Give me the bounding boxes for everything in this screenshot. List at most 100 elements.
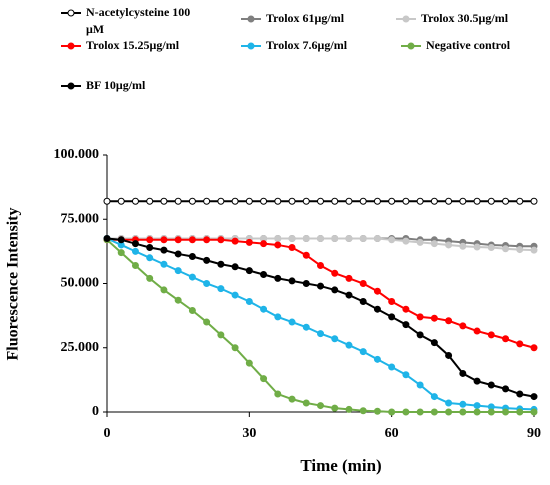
data-point [487,408,495,416]
data-point [288,318,296,326]
data-point [203,197,211,205]
data-point [302,197,310,205]
data-point [174,250,182,258]
data-point [430,339,438,347]
data-point [416,313,424,321]
data-point [502,335,510,343]
legend-label: Trolox 15.25μg/ml [86,38,180,52]
data-point [260,240,268,248]
data-point [530,197,538,205]
data-point [345,341,353,349]
data-point [231,237,239,245]
data-point [146,244,154,252]
data-point [502,408,510,416]
legend-marker [407,42,415,50]
legend-swatch [61,9,81,17]
data-point [388,297,396,305]
data-point [260,197,268,205]
data-point [274,313,282,321]
data-point [131,240,139,248]
data-point [131,262,139,270]
legend-swatch [401,42,421,50]
data-point [188,253,196,261]
x-tick-label: 90 [527,426,541,441]
data-point [302,280,310,287]
legend-swatch [241,15,261,23]
data-point [188,273,196,281]
data-point [473,243,481,251]
y-tick-label: 75.000 [61,211,100,226]
data-point [473,327,481,335]
data-point [516,390,524,398]
data-point [317,197,324,205]
legend-label: Trolox 30.5μg/ml [421,11,509,25]
data-point [359,348,367,356]
data-point [373,305,381,313]
legend-label: Trolox 7.6μg/ml [266,38,348,52]
data-point [445,197,453,205]
data-point [217,285,225,293]
data-point [359,407,367,415]
data-point [459,322,467,330]
data-point [373,407,381,415]
data-point [430,393,438,401]
data-point [117,236,125,244]
data-point [530,408,538,416]
data-point [416,408,424,416]
legend-marker [247,15,255,23]
data-point [160,236,168,244]
data-point [373,355,381,363]
data-point [188,306,196,314]
data-point [245,359,253,367]
data-point [473,402,481,410]
data-point [260,271,268,279]
data-point [345,291,353,299]
data-point [117,249,125,257]
data-point [203,280,211,287]
data-point [288,197,296,205]
x-tick-label: 0 [104,426,111,441]
data-point [416,331,424,339]
legend-label: Trolox 61μg/ml [266,11,345,25]
data-point [302,323,310,331]
data-point [245,267,253,275]
data-point [160,246,168,254]
data-point [487,381,495,389]
data-point [459,197,467,205]
data-point [445,408,453,416]
data-point [288,395,296,403]
data-point [345,235,353,243]
data-point [487,244,495,252]
legend-item: Trolox 30.5μg/ml [395,10,508,27]
legend-item: BF 10μg/ml [60,77,145,94]
data-point [274,241,282,249]
legend-marker [247,42,255,50]
legend-marker [67,42,75,50]
data-point [231,197,239,205]
data-point [203,256,211,264]
data-point [317,402,324,410]
data-point [388,197,396,205]
data-point [260,305,268,313]
data-point [445,317,453,325]
legend-marker [402,15,410,23]
legend-label: Negative control [426,38,511,52]
data-point [317,262,324,270]
legend-swatch [61,82,81,90]
legend-item: Trolox 15.25μg/ml [60,37,179,54]
data-point [217,260,225,268]
data-point [459,400,467,408]
data-point [345,405,353,413]
data-point [473,408,481,416]
data-point [516,408,524,416]
y-tick-label: 50.000 [61,276,100,291]
data-point [131,247,139,255]
data-point [402,197,410,205]
data-point [217,197,225,205]
data-point [359,197,367,205]
data-point [245,197,253,205]
data-point [245,238,253,246]
legend-swatch [241,42,261,50]
data-point [203,236,211,244]
